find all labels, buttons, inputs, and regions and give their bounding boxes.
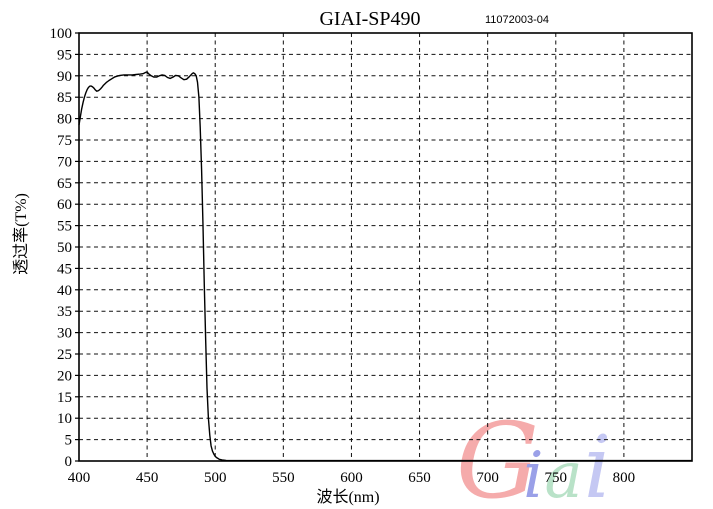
x-tick-label: 450 (136, 470, 159, 486)
y-tick-label: 70 (57, 154, 72, 170)
y-axis-tick-labels: 0 5 10 15 20 25 30 35 40 45 50 55 60 65 70 75 80 85 90 95 10… (50, 26, 73, 470)
y-tick-label: 80 (57, 112, 72, 128)
y-tick-label: 75 (57, 133, 72, 149)
watermark-letter: i (523, 439, 544, 509)
x-tick-label: 400 (68, 470, 91, 486)
y-tick-label: 25 (57, 347, 72, 363)
y-tick-label: 10 (57, 411, 72, 427)
x-tick-label: 600 (340, 470, 363, 486)
y-tick-label: 30 (57, 326, 72, 342)
x-tick-label: 800 (613, 470, 636, 486)
y-tick-label: 60 (57, 197, 72, 213)
y-tick-label: 65 (57, 176, 72, 192)
y-tick-label: 50 (57, 240, 72, 256)
chart-title: GIAI-SP490 (319, 8, 420, 30)
y-tick-label: 45 (57, 261, 72, 277)
transmission-curve (78, 71, 692, 462)
y-tick-label: 90 (57, 69, 72, 85)
y-tick-label: 15 (57, 390, 72, 406)
y-tick-label: 5 (65, 433, 73, 449)
x-tick-label: 500 (204, 470, 227, 486)
y-tick-label: 55 (57, 219, 72, 235)
watermark-letter: a (544, 439, 583, 509)
gridlines (79, 33, 692, 461)
x-axis-tick-labels: 400 450 500 550 600 650 700 750 800 (68, 470, 635, 486)
y-tick-label: 40 (57, 283, 72, 299)
y-tick-label: 100 (50, 26, 73, 42)
y-tick-label: 0 (65, 454, 73, 470)
x-tick-label: 550 (272, 470, 295, 486)
y-tick-label: 35 (57, 304, 72, 320)
watermark-letter: i (583, 418, 612, 509)
x-tick-label: 650 (408, 470, 431, 486)
chart-code: 11072003-04 (485, 14, 549, 26)
y-tick-label: 20 (57, 368, 72, 384)
y-tick-label: 95 (57, 47, 72, 63)
x-tick-label: 750 (545, 470, 568, 486)
y-axis-title: 透过率(T%) (12, 193, 30, 275)
x-axis-title: 波长(nm) (316, 488, 379, 506)
y-tick-label: 85 (57, 90, 72, 106)
x-tick-label: 700 (476, 470, 499, 486)
